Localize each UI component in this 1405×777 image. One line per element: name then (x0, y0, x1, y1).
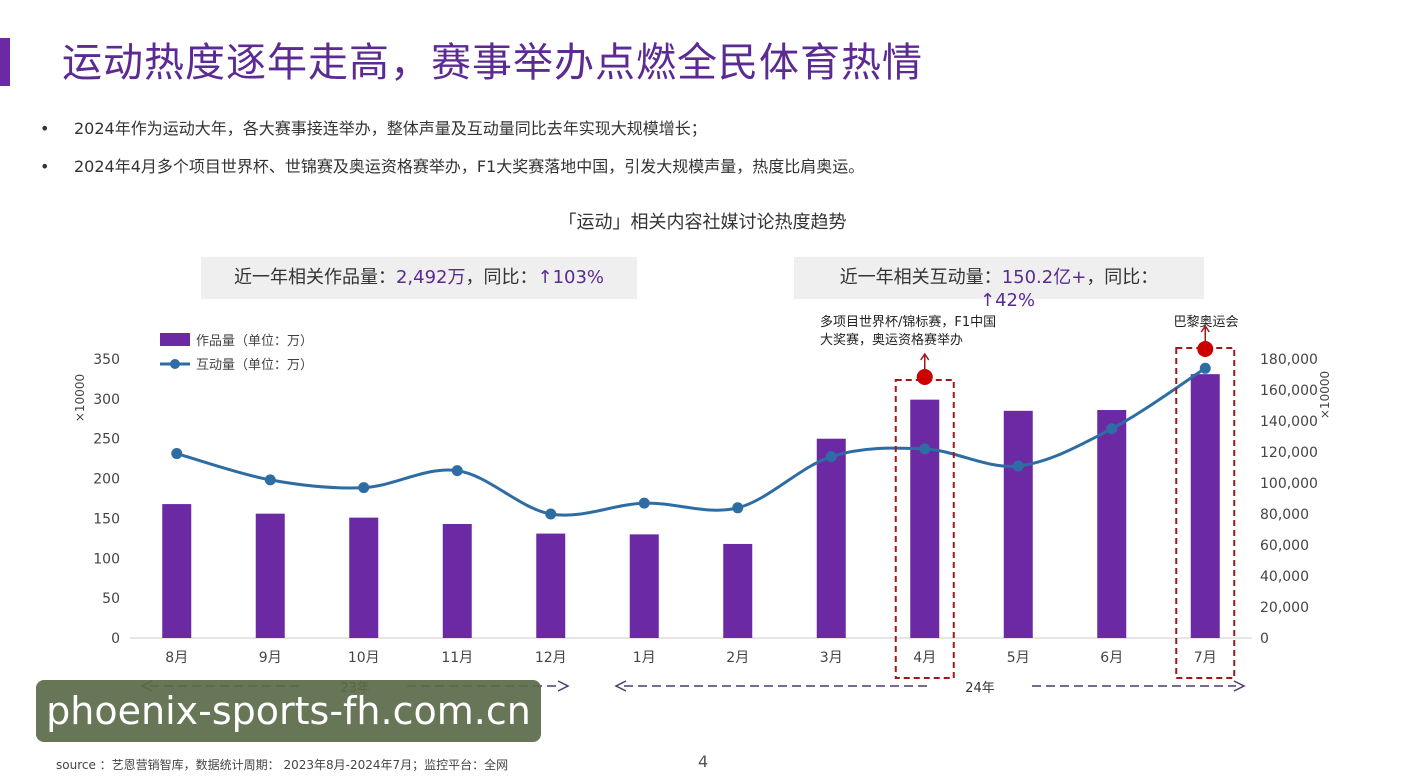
highlight-box-7月 (1175, 347, 1236, 679)
engagement-stat-label: 近一年相关互动量： (839, 267, 1002, 288)
line-engagement (176, 367, 1207, 517)
x-axis-tick-label: 4月 (913, 650, 936, 666)
point-engagement-7月 (1199, 362, 1211, 374)
point-engagement-11月 (451, 465, 463, 477)
bullet-marker: • (40, 119, 50, 138)
bar-works-11月 (442, 524, 472, 638)
left-axis-unit-label: ×10000 (73, 374, 87, 422)
left-axis-tick-label: 250 (93, 432, 120, 448)
bar-works-4月 (910, 399, 940, 638)
right-axis-tick-label: 160,000 (1260, 383, 1318, 399)
right-axis-tick-label: 20,000 (1260, 600, 1309, 616)
bullet-text: 2024年4月多个项目世界杯、世锦赛及奥运资格赛举办，F1大奖赛落地中国，引发大… (74, 157, 865, 176)
title-accent-bar (0, 38, 10, 86)
annotation-arrowhead-7月 (1200, 324, 1210, 333)
annotation-arrowhead-4月 (920, 352, 930, 361)
point-engagement-5月 (1012, 460, 1024, 472)
bullet-text: 2024年作为运动大年，各大赛事接连举办，整体声量及互动量同比去年实现大规模增长… (74, 119, 707, 138)
page-title: 运动热度逐年走高，赛事举办点燃全民体育热情 (62, 40, 923, 86)
legend-works-swatch (160, 333, 190, 346)
x-axis-tick-label: 12月 (535, 650, 567, 666)
right-axis-tick-label: 180,000 (1260, 352, 1318, 368)
point-engagement-10月 (358, 482, 370, 494)
bar-works-3月 (816, 438, 846, 638)
left-axis-tick-label: 0 (111, 631, 120, 647)
bar-works-12月 (536, 533, 566, 638)
left-axis-tick-label: 150 (93, 511, 120, 527)
x-axis-tick-label: 2月 (726, 650, 749, 666)
source-note: source ：艺恩营销智库，数据统计周期： 2023年8月-2024年7月；监… (56, 758, 509, 772)
works-stat-value: 2,492万 (395, 267, 466, 288)
bar-works-10月 (349, 517, 379, 638)
point-engagement-8月 (171, 448, 183, 460)
bullet-list: • 2024年作为运动大年，各大赛事接连举办，整体声量及互动量同比去年实现大规模… (40, 116, 864, 192)
engagement-stat-value: 150.2亿+ (1001, 267, 1087, 288)
bar-works-1月 (629, 534, 659, 638)
works-stat-change: ↑103% (537, 267, 605, 288)
bar-works-5月 (1003, 410, 1033, 638)
point-engagement-6月 (1106, 423, 1118, 435)
left-axis-tick-label: 100 (93, 551, 120, 567)
engagement-stat-change: ↑42% (980, 290, 1036, 311)
x-axis-tick-label: 6月 (1100, 650, 1123, 666)
works-stat-box: 近一年相关作品量：2,492万，同比：↑103% (201, 257, 637, 299)
x-axis-tick-label: 8月 (165, 650, 188, 666)
left-axis-tick-label: 50 (102, 591, 120, 607)
point-engagement-1月 (638, 497, 650, 509)
legend-engagement-marker (170, 359, 180, 369)
bar-works-2月 (723, 543, 753, 638)
period-arrowhead-left (614, 680, 627, 692)
right-axis-tick-label: 120,000 (1260, 445, 1318, 461)
bullet-item: • 2024年作为运动大年，各大赛事接连举办，整体声量及互动量同比去年实现大规模… (40, 116, 864, 154)
bar-works-6月 (1097, 410, 1127, 638)
bullet-item: • 2024年4月多个项目世界杯、世锦赛及奥运资格赛举办，F1大奖赛落地中国，引… (40, 154, 864, 192)
works-stat-label: 近一年相关作品量： (233, 267, 396, 288)
right-axis-tick-label: 0 (1260, 631, 1269, 647)
right-axis-tick-label: 40,000 (1260, 569, 1309, 585)
highlight-box-4月 (894, 379, 955, 679)
bar-works-8月 (162, 504, 192, 638)
x-axis-tick-label: 9月 (259, 650, 282, 666)
right-axis-tick-label: 140,000 (1260, 414, 1318, 430)
right-axis-tick-label: 60,000 (1260, 538, 1309, 554)
engagement-stat-box: 近一年相关互动量：150.2亿+，同比： (794, 257, 1204, 299)
annotation-dot-7月 (1197, 341, 1214, 357)
watermark: phoenix-sports-fh.com.cn (36, 680, 541, 742)
legend-works-label: 作品量（单位：万） (196, 334, 313, 349)
bar-works-9月 (255, 513, 285, 638)
x-axis-tick-label: 10月 (348, 650, 380, 666)
x-axis-tick-label: 11月 (441, 650, 473, 666)
x-axis-tick-label: 7月 (1194, 650, 1217, 666)
right-axis-unit-label: ×10000 (1318, 371, 1332, 419)
x-axis-tick-label: 5月 (1007, 650, 1030, 666)
period-arrowhead-right (557, 680, 570, 692)
point-engagement-2月 (732, 502, 744, 514)
left-axis-tick-label: 200 (93, 472, 120, 488)
engagement-stat-sep: ，同比： (1086, 267, 1159, 288)
annotation-text: 多项目世界杯/锦标赛，F1中国 (820, 314, 996, 330)
annotation-text: 巴黎奥运会 (1173, 315, 1238, 330)
period-label: 24年 (965, 681, 995, 696)
page-number: 4 (698, 752, 709, 771)
left-axis-tick-label: 300 (93, 392, 120, 408)
bullet-marker: • (40, 157, 50, 176)
point-engagement-4月 (919, 443, 931, 455)
works-stat-sep: ，同比： (465, 267, 538, 288)
period-arrowhead-right (1233, 680, 1246, 692)
annotation-text: 大奖赛，奥运资格赛举办 (820, 332, 963, 348)
x-axis-tick-label: 1月 (633, 650, 656, 666)
point-engagement-9月 (264, 474, 276, 486)
right-axis-tick-label: 100,000 (1260, 476, 1318, 492)
bar-works-7月 (1190, 374, 1220, 638)
left-axis-tick-label: 350 (93, 352, 120, 368)
legend-engagement-label: 互动量（单位：万） (196, 358, 313, 373)
chart-title: 「运动」相关内容社媒讨论热度趋势 (558, 212, 847, 233)
right-axis-tick-label: 80,000 (1260, 507, 1309, 523)
point-engagement-3月 (825, 451, 837, 463)
annotation-dot-4月 (916, 369, 933, 385)
point-engagement-12月 (545, 508, 557, 520)
x-axis-tick-label: 3月 (820, 650, 843, 666)
